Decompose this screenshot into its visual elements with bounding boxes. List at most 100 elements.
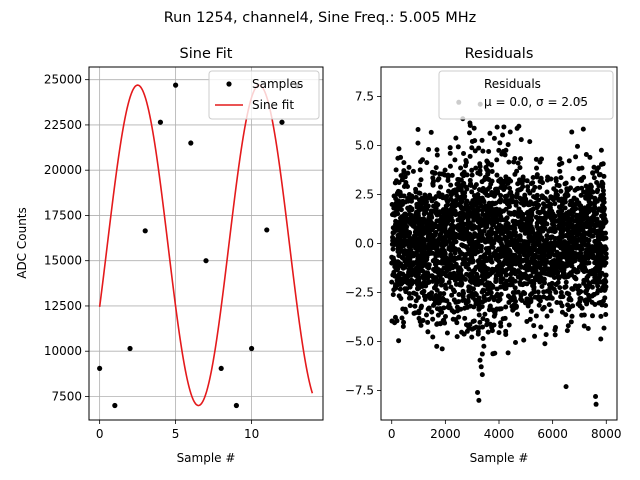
residual-point — [405, 170, 411, 176]
residual-point — [494, 124, 500, 130]
residual-point — [491, 253, 497, 259]
residual-point — [523, 199, 529, 205]
residual-point — [429, 236, 435, 242]
residual-point — [436, 223, 442, 229]
residual-point — [429, 169, 435, 175]
residual-point — [570, 176, 576, 182]
residual-point — [455, 144, 461, 150]
sample-point — [233, 402, 239, 409]
residual-point — [558, 198, 564, 204]
residual-point — [479, 231, 485, 237]
residual-point — [555, 279, 561, 285]
residual-point — [542, 270, 548, 276]
residual-point — [475, 170, 481, 176]
residual-point — [480, 287, 486, 293]
residual-point — [507, 129, 513, 135]
residual-point — [585, 206, 591, 211]
residual-point — [548, 240, 554, 246]
residual-point — [542, 196, 548, 202]
residual-point — [591, 164, 597, 170]
residual-point — [459, 236, 465, 242]
residual-point — [469, 276, 475, 282]
residual-point — [483, 164, 489, 170]
residual-point — [474, 208, 480, 214]
residual-point — [554, 182, 560, 188]
residual-point — [476, 312, 482, 318]
residual-point — [601, 221, 607, 227]
residuals-xtick-label: 0 — [388, 427, 396, 441]
residual-point — [482, 174, 488, 180]
residual-point — [421, 211, 427, 217]
residual-point — [558, 188, 564, 194]
residual-point — [446, 230, 452, 236]
residual-point — [448, 222, 454, 228]
residual-outlier-point — [563, 384, 569, 390]
residuals-ytick-label: −2.5 — [345, 286, 374, 300]
residual-point — [451, 238, 457, 244]
residual-point — [560, 218, 566, 224]
residual-point — [464, 203, 470, 209]
residual-point — [496, 211, 502, 217]
residual-point — [515, 188, 521, 194]
residual-point — [561, 267, 567, 273]
residual-point — [466, 286, 472, 292]
residual-point — [579, 185, 585, 191]
residual-point — [479, 137, 485, 143]
residual-point — [438, 184, 444, 190]
residual-point — [389, 201, 395, 207]
residual-point — [507, 190, 513, 196]
residual-point — [471, 125, 477, 131]
residual-point — [591, 175, 597, 181]
residual-point — [587, 221, 593, 227]
sine-fit-ytick-label: 25000 — [44, 73, 82, 87]
residual-point — [389, 279, 395, 285]
residual-point — [597, 266, 603, 272]
residual-point — [399, 280, 405, 286]
residual-point — [548, 194, 554, 200]
residual-point — [423, 282, 429, 288]
residual-point — [405, 218, 411, 224]
residual-point — [515, 242, 521, 248]
residual-point — [514, 311, 520, 317]
residual-point — [553, 178, 559, 184]
residual-point — [434, 147, 440, 153]
residual-point — [489, 190, 495, 196]
residual-point — [574, 197, 580, 203]
residual-point — [423, 203, 429, 209]
residual-point — [576, 283, 582, 289]
residual-point — [504, 226, 510, 232]
residual-point — [563, 180, 569, 186]
residual-point — [455, 222, 461, 228]
residual-point — [464, 229, 470, 234]
residual-point — [521, 337, 527, 343]
residual-point — [403, 279, 409, 285]
residual-point — [506, 322, 512, 328]
sample-point — [173, 82, 179, 88]
residual-point — [560, 225, 566, 231]
residual-point — [392, 239, 398, 245]
residual-point — [459, 329, 465, 335]
residual-point — [397, 205, 403, 211]
residual-point — [559, 262, 565, 268]
residual-point — [434, 306, 440, 312]
residual-point — [473, 182, 479, 188]
residual-point — [466, 293, 472, 299]
residual-point — [480, 197, 486, 203]
residuals-axes: Residuals 0 2000 4000 6000 8000 −7.5 −5.0 −2.5 0… — [345, 46, 622, 465]
residual-point — [528, 292, 533, 298]
residual-point — [537, 210, 543, 216]
residual-point — [486, 148, 492, 154]
residual-point — [603, 302, 609, 308]
residual-point — [535, 248, 541, 254]
residual-point — [530, 229, 536, 235]
residual-point — [476, 145, 482, 151]
residual-point — [522, 300, 528, 306]
residual-point — [556, 256, 562, 262]
residual-point — [548, 235, 554, 241]
residual-point — [498, 240, 504, 246]
residual-point — [517, 233, 523, 239]
residual-point — [411, 222, 417, 228]
residual-point — [522, 192, 528, 198]
residual-point — [445, 172, 451, 178]
residual-point — [542, 226, 548, 232]
